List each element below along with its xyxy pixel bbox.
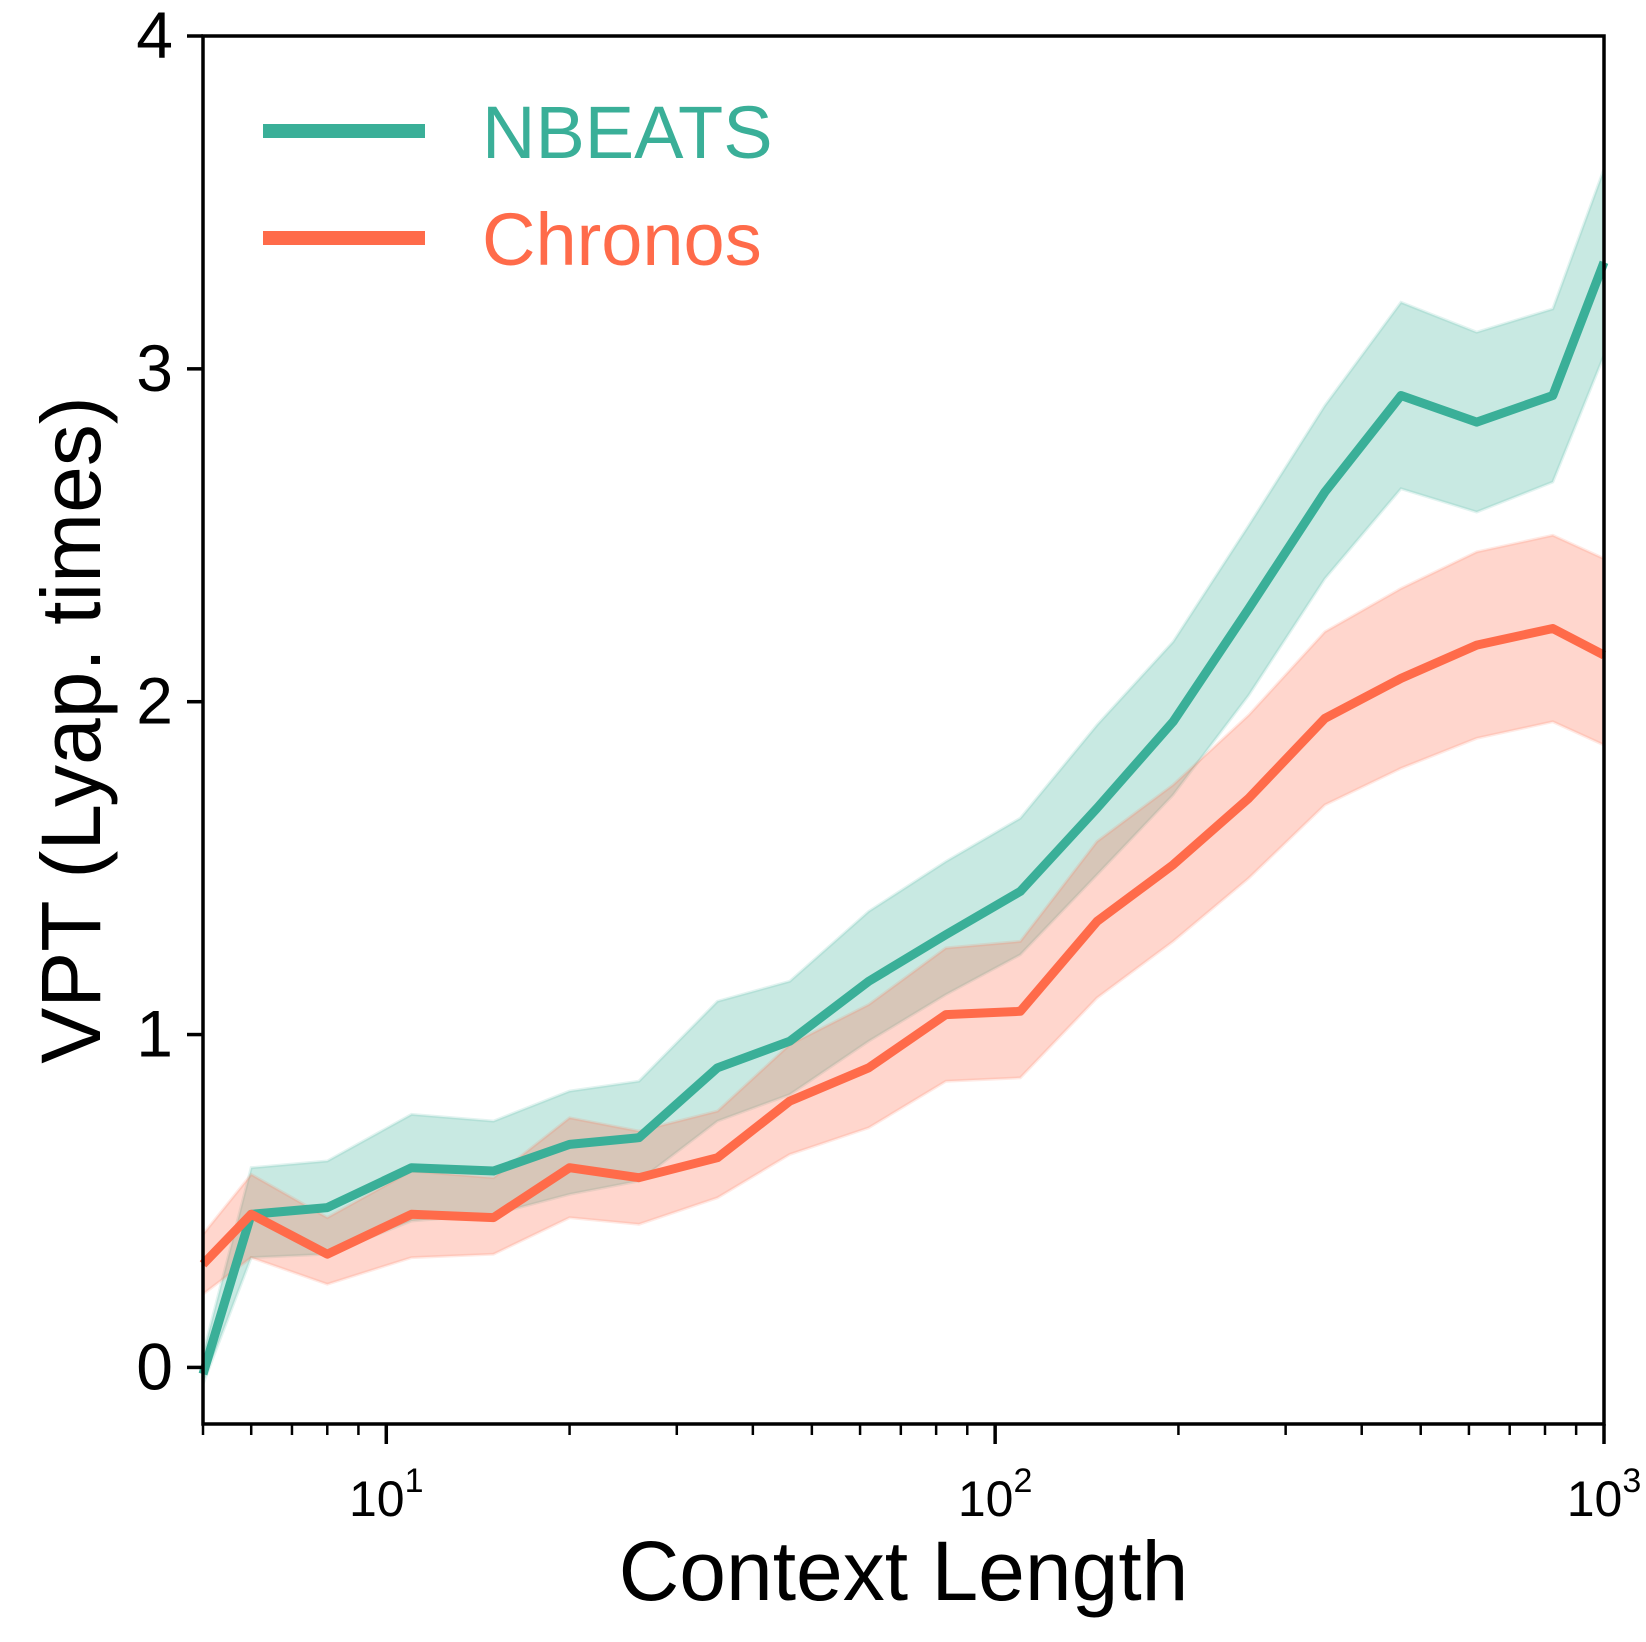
plot-frame [201,34,1606,1426]
nbeats-line [198,260,1609,1376]
series-lines [198,260,1609,1376]
y-tick-label: 2 [136,664,173,738]
y-axis-title: VPT (Lyap. times) [24,396,118,1064]
y-tick-label: 1 [136,997,173,1071]
x-tick-label: 101 [349,1462,424,1527]
confidence-bands [201,168,1606,1385]
legend-label-chronos: Chronos [482,198,762,281]
y-tick-label: 3 [136,331,173,405]
y-tick-label: 0 [136,1329,173,1403]
x-axis-title: Context Length [619,1524,1189,1618]
chronos-line [199,624,1607,1268]
legend-label-nbeats: NBEATS [482,91,773,174]
x-axis-ticks: 101 102 103 [201,1424,1642,1527]
y-tick-label: 4 [136,0,173,72]
legend: NBEATS Chronos [263,91,773,281]
y-axis-ticks: 0 1 2 3 4 [136,0,203,1403]
x-tick-label: 102 [958,1462,1033,1527]
x-tick-label: 103 [1567,1462,1642,1527]
